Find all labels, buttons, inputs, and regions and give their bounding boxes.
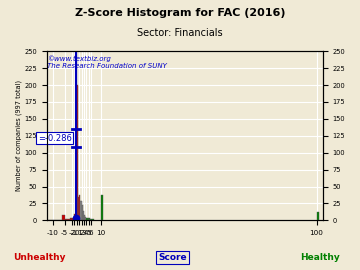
Bar [91,219,94,220]
Text: Healthy: Healthy [301,253,340,262]
Bar [74,214,76,220]
Text: The Research Foundation of SUNY: The Research Foundation of SUNY [48,63,167,69]
Bar [80,201,81,220]
Bar [84,215,85,220]
Bar [90,219,91,220]
Bar [81,205,83,220]
Text: Score: Score [158,253,187,262]
Bar [316,212,319,220]
Text: ©www.textbiz.org: ©www.textbiz.org [48,55,111,62]
Bar [89,218,90,220]
Bar [65,219,67,220]
Bar [86,218,87,220]
Bar [83,211,84,220]
Text: Unhealthy: Unhealthy [13,253,66,262]
Bar [77,85,78,220]
Text: Sector: Financials: Sector: Financials [137,28,223,38]
Bar [72,218,74,220]
Bar [85,217,86,220]
Bar [76,51,77,220]
Bar [101,195,103,220]
Text: =-0.286: =-0.286 [38,134,72,143]
Bar [69,218,72,220]
Y-axis label: Number of companies (997 total): Number of companies (997 total) [15,80,22,191]
Bar [87,218,89,220]
Bar [62,215,65,220]
Bar [79,195,80,220]
Bar [67,219,69,220]
Text: Z-Score Histogram for FAC (2016): Z-Score Histogram for FAC (2016) [75,8,285,18]
Bar [78,197,79,220]
